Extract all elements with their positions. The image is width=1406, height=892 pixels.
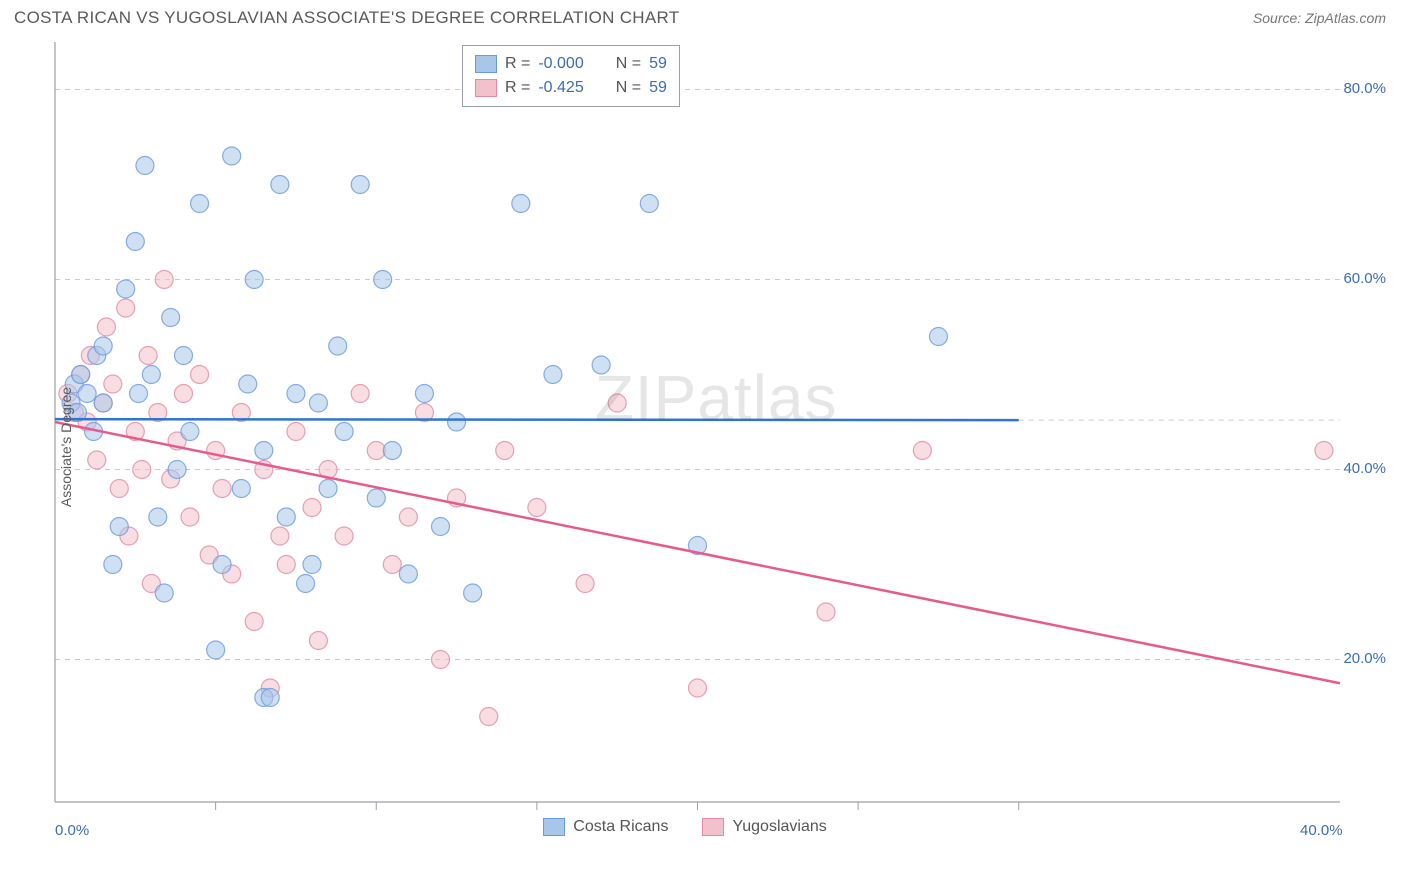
n-label: N =: [616, 76, 641, 100]
header: COSTA RICAN VS YUGOSLAVIAN ASSOCIATE'S D…: [0, 0, 1406, 32]
chart-title: COSTA RICAN VS YUGOSLAVIAN ASSOCIATE'S D…: [14, 8, 679, 28]
n-value: 59: [649, 76, 667, 100]
chart-area: Associate's Degree 20.0%40.0%60.0%80.0% …: [10, 42, 1396, 852]
r-value: -0.000: [538, 52, 583, 76]
r-label: R =: [505, 52, 530, 76]
legend-stats-row: R = -0.425 N = 59: [475, 76, 667, 100]
y-tick-label: 20.0%: [1343, 650, 1386, 667]
y-tick-label: 60.0%: [1343, 270, 1386, 287]
legend-series: Costa Ricans Yugoslavians: [543, 818, 826, 836]
legend-swatch-a: [475, 55, 497, 73]
legend-swatch-a: [543, 818, 565, 836]
legend-stats: R = -0.000 N = 59 R = -0.425 N = 59: [462, 45, 680, 107]
r-label: R =: [505, 76, 530, 100]
n-label: N =: [616, 52, 641, 76]
legend-swatch-b: [475, 79, 497, 97]
r-value: -0.425: [538, 76, 583, 100]
y-axis-label: Associate's Degree: [58, 387, 74, 507]
legend-stats-row: R = -0.000 N = 59: [475, 52, 667, 76]
n-value: 59: [649, 52, 667, 76]
legend-swatch-b: [702, 818, 724, 836]
legend-item: Yugoslavians: [702, 818, 826, 836]
legend-label: Yugoslavians: [732, 818, 826, 836]
y-tick-label: 80.0%: [1343, 80, 1386, 97]
x-tick-label: 0.0%: [55, 822, 89, 839]
x-tick-label: 40.0%: [1300, 822, 1343, 839]
legend-item: Costa Ricans: [543, 818, 668, 836]
scatter-plot: [10, 42, 1396, 852]
source-text: Source: ZipAtlas.com: [1253, 10, 1386, 26]
legend-label: Costa Ricans: [573, 818, 668, 836]
y-tick-label: 40.0%: [1343, 460, 1386, 477]
